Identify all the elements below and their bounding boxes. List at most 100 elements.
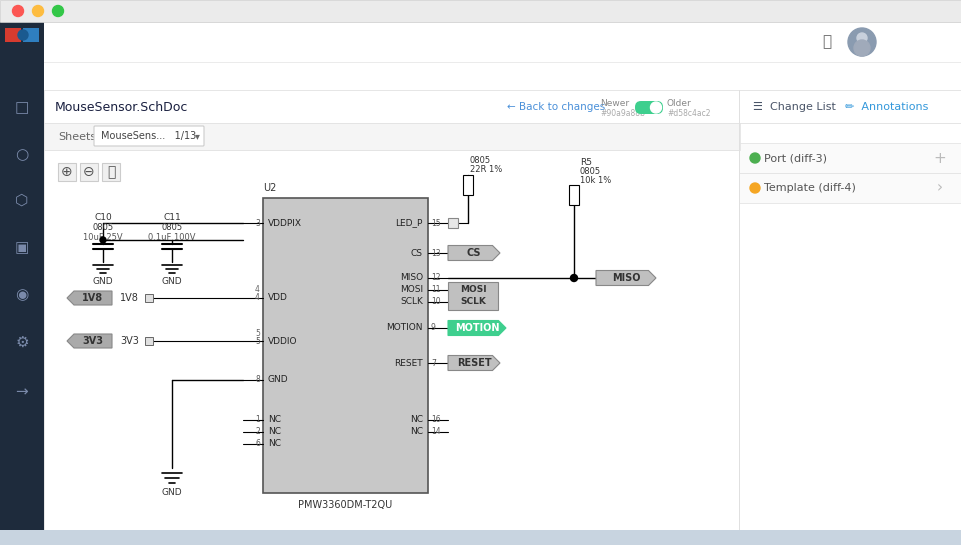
Text: 2: 2 [255, 427, 259, 437]
Text: 22R 1%: 22R 1% [470, 165, 502, 173]
Text: Files: Files [239, 35, 267, 49]
Bar [462, 175, 473, 195]
Text: GND: GND [268, 376, 288, 385]
Text: ← Back to changes: ← Back to changes [506, 102, 604, 112]
Polygon shape [67, 291, 111, 305]
Text: VDDIO: VDDIO [268, 336, 297, 346]
Text: MouseSens...   1/13: MouseSens... 1/13 [101, 131, 196, 141]
Text: 0805: 0805 [470, 155, 491, 165]
Text: 3: 3 [255, 219, 259, 227]
Text: VDD: VDD [268, 294, 287, 302]
Polygon shape [448, 320, 505, 336]
Bar [0, 62, 44, 545]
Text: ⬡: ⬡ [15, 192, 29, 208]
Bar [448, 282, 498, 310]
Text: R5: R5 [579, 158, 591, 167]
Bar [568, 185, 579, 205]
Text: 🔔: 🔔 [821, 34, 830, 50]
Text: Newer: Newer [600, 99, 628, 107]
Circle shape [18, 30, 28, 40]
Bar [738, 123, 961, 545]
Bar [0, 530, 961, 545]
Text: +: + [933, 150, 946, 166]
Bar [5, 28, 21, 42]
Text: C10: C10 [94, 214, 111, 222]
Text: 0805: 0805 [161, 223, 183, 233]
Circle shape [570, 275, 577, 282]
Text: 8: 8 [255, 376, 259, 385]
Text: NC: NC [268, 415, 281, 425]
Text: 13: 13 [431, 249, 440, 257]
Text: ▾: ▾ [195, 131, 200, 141]
Text: NC: NC [268, 427, 281, 437]
Text: MOSI: MOSI [459, 286, 486, 294]
Text: 6: 6 [255, 439, 259, 449]
Circle shape [750, 183, 759, 193]
Text: 5: 5 [255, 329, 259, 337]
Circle shape [100, 237, 106, 243]
Circle shape [847, 28, 875, 56]
Text: RESET: RESET [456, 358, 491, 368]
Bar [145, 294, 153, 302]
Text: CS: CS [410, 249, 423, 257]
Text: 16: 16 [431, 415, 440, 425]
Bar [738, 173, 961, 203]
Text: ⚙: ⚙ [15, 335, 29, 349]
Text: 11: 11 [431, 286, 440, 294]
Text: PMW3360DM-T2QU: PMW3360DM-T2QU [298, 500, 392, 510]
Text: ☰  Change List: ☰ Change List [752, 102, 835, 112]
Bar [58, 163, 76, 181]
Text: □: □ [14, 100, 29, 116]
Bar [80, 163, 98, 181]
Text: U2: U2 [262, 183, 276, 193]
Text: 15: 15 [431, 219, 440, 227]
Text: ›: › [936, 180, 942, 196]
Text: SCLK: SCLK [459, 298, 485, 306]
Bar [0, 22, 44, 62]
Circle shape [750, 153, 759, 163]
Text: C11: C11 [163, 214, 181, 222]
Text: VDDPIX: VDDPIX [268, 219, 302, 227]
Bar [738, 123, 739, 545]
Text: ▾: ▾ [941, 37, 947, 47]
Text: MOSI: MOSI [400, 286, 423, 294]
Circle shape [853, 40, 869, 56]
Text: ○: ○ [15, 148, 29, 162]
Text: 4: 4 [255, 286, 259, 294]
Text: GND: GND [161, 277, 183, 287]
Polygon shape [448, 355, 500, 371]
Circle shape [33, 5, 43, 16]
Text: 0805: 0805 [579, 167, 601, 175]
Text: Template (diff-4): Template (diff-4) [763, 183, 855, 193]
Text: 10k 1%: 10k 1% [579, 175, 610, 185]
Text: 1: 1 [62, 70, 69, 82]
Text: ⊕: ⊕ [62, 165, 73, 179]
Text: MISO: MISO [611, 273, 640, 283]
Text: →: → [15, 385, 28, 399]
Polygon shape [67, 334, 111, 348]
Text: 1V8: 1V8 [120, 293, 138, 303]
Text: #90a9a88b: #90a9a88b [600, 108, 644, 118]
Bar [0, 62, 961, 90]
Text: MISO: MISO [400, 274, 423, 282]
Text: →: → [230, 35, 240, 49]
Text: 1V8: 1V8 [83, 293, 104, 303]
Text: ✏  Annotations: ✏ Annotations [844, 102, 927, 112]
Text: 12: 12 [431, 274, 440, 282]
Text: 1: 1 [255, 415, 259, 425]
Text: 3V3: 3V3 [83, 336, 104, 346]
Circle shape [650, 102, 661, 113]
Text: ♻: ♻ [50, 70, 62, 82]
Text: 5: 5 [255, 336, 259, 346]
Text: ›: › [116, 35, 121, 49]
Text: ⊖: ⊖ [83, 165, 95, 179]
Bar [448, 218, 457, 228]
Polygon shape [448, 245, 500, 261]
Text: ▣: ▣ [14, 240, 29, 256]
Bar [0, 22, 961, 62]
Text: •: • [817, 35, 824, 45]
Text: GND: GND [92, 277, 113, 287]
Text: Older: Older [666, 99, 691, 107]
Text: ⤢: ⤢ [107, 165, 115, 179]
Polygon shape [596, 270, 655, 286]
